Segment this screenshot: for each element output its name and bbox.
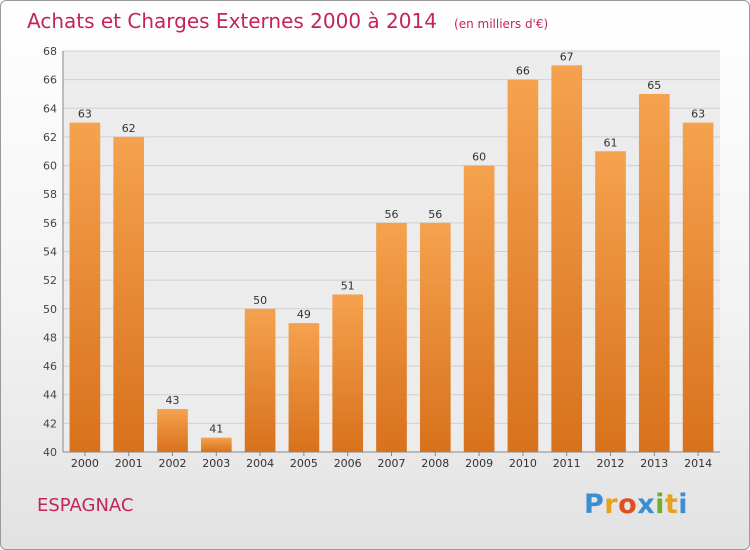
bar — [419, 222, 451, 452]
data-label: 63 — [691, 108, 705, 121]
logo-letter: i — [655, 489, 665, 520]
logo-letter: i — [678, 489, 689, 520]
y-tick-label: 42 — [43, 417, 57, 430]
x-tick-label: 2011 — [553, 457, 581, 470]
data-label: 63 — [78, 108, 92, 121]
bar — [244, 308, 276, 452]
x-tick-label: 2012 — [597, 457, 625, 470]
bar — [551, 65, 583, 453]
proxiti-logo: Proxiti — [584, 489, 688, 520]
x-tick-label: 2009 — [465, 457, 493, 470]
x-tick-label: 2013 — [640, 457, 668, 470]
logo-letter: x — [637, 489, 656, 520]
bar — [507, 79, 539, 453]
x-tick-label: 2014 — [684, 457, 712, 470]
x-tick-label: 2010 — [509, 457, 537, 470]
y-tick-label: 46 — [43, 360, 57, 373]
data-label: 41 — [209, 423, 223, 436]
bar — [332, 294, 364, 452]
x-tick-label: 2003 — [202, 457, 230, 470]
bar — [288, 323, 320, 452]
bar — [463, 165, 495, 453]
x-tick-label: 2001 — [115, 457, 143, 470]
bar — [595, 151, 626, 452]
location-label: ESPAGNAC — [37, 495, 134, 516]
logo-letter: P — [584, 489, 605, 520]
y-tick-label: 52 — [43, 274, 57, 287]
bar — [200, 437, 232, 452]
y-tick-label: 50 — [43, 303, 57, 316]
logo-letter: o — [618, 489, 638, 520]
bar — [638, 93, 670, 452]
y-tick-label: 68 — [43, 45, 57, 58]
y-tick-label: 62 — [43, 131, 57, 144]
chart-subtitle: (en milliers d'€) — [454, 17, 549, 31]
x-tick-label: 2000 — [71, 457, 99, 470]
data-label: 56 — [385, 208, 399, 221]
y-tick-label: 58 — [43, 188, 57, 201]
bar — [113, 136, 145, 452]
data-label: 60 — [472, 151, 486, 164]
data-label: 66 — [516, 65, 530, 78]
bar — [157, 409, 188, 452]
x-tick-label: 2005 — [290, 457, 318, 470]
title-row: Achats et Charges Externes 2000 à 2014 (… — [27, 9, 548, 33]
data-label: 65 — [647, 79, 661, 92]
x-tick-label: 2008 — [421, 457, 449, 470]
data-label: 62 — [122, 122, 136, 135]
y-tick-label: 60 — [43, 160, 57, 173]
chart-title: Achats et Charges Externes 2000 à 2014 — [27, 9, 437, 33]
logo-letter: r — [604, 489, 619, 520]
y-tick-label: 66 — [43, 74, 57, 87]
x-tick-label: 2006 — [334, 457, 362, 470]
y-tick-label: 44 — [43, 389, 57, 402]
data-label: 43 — [166, 394, 180, 407]
data-label: 50 — [253, 294, 267, 307]
data-label: 61 — [604, 136, 618, 149]
y-tick-label: 54 — [43, 246, 57, 259]
data-label: 67 — [560, 50, 574, 63]
y-tick-label: 48 — [43, 331, 57, 344]
x-tick-label: 2007 — [378, 457, 406, 470]
y-tick-label: 64 — [43, 102, 57, 115]
x-tick-label: 2002 — [159, 457, 187, 470]
data-label: 49 — [297, 308, 311, 321]
y-tick-label: 40 — [43, 446, 57, 459]
data-label: 51 — [341, 279, 355, 292]
logo-letter: t — [664, 489, 679, 520]
bar — [376, 222, 407, 452]
bar — [682, 122, 714, 452]
bar — [69, 122, 101, 452]
y-tick-label: 56 — [43, 217, 57, 230]
data-label: 56 — [428, 208, 442, 221]
x-tick-label: 2004 — [246, 457, 274, 470]
